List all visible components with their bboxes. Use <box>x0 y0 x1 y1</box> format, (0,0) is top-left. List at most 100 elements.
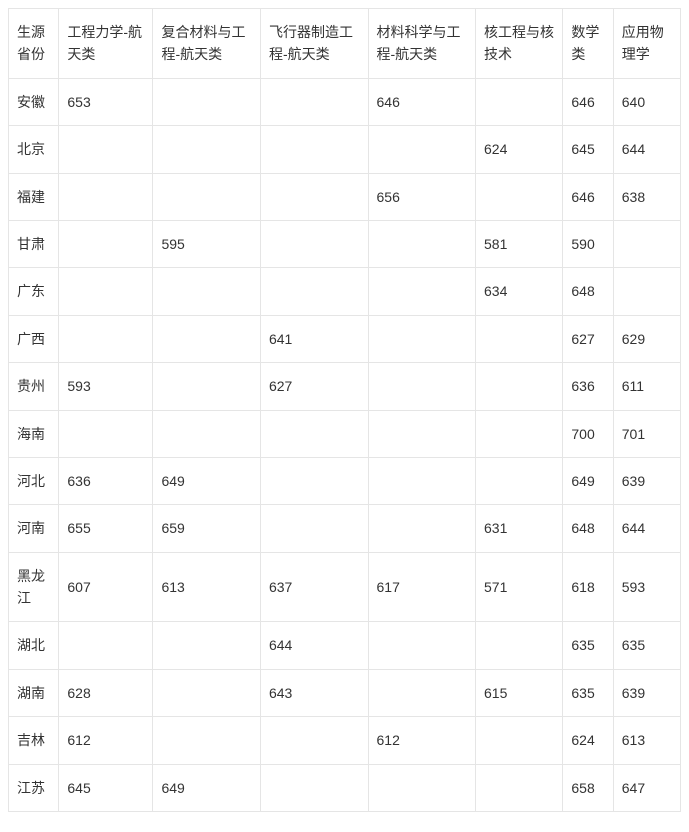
cell-value: 611 <box>613 363 680 410</box>
cell-value <box>153 173 261 220</box>
cell-value: 639 <box>613 457 680 504</box>
cell-province: 海南 <box>9 410 59 457</box>
table-row: 湖北644635635 <box>9 622 681 669</box>
col-header-province: 生源省份 <box>9 9 59 79</box>
cell-province: 甘肃 <box>9 220 59 267</box>
cell-value: 649 <box>153 457 261 504</box>
cell-value <box>260 764 368 811</box>
col-header-4: 材料科学与工程-航天类 <box>368 9 476 79</box>
cell-value: 645 <box>59 764 153 811</box>
cell-value: 636 <box>563 363 613 410</box>
cell-province: 江苏 <box>9 764 59 811</box>
cell-value: 640 <box>613 78 680 125</box>
table-row: 吉林612612624613 <box>9 717 681 764</box>
cell-value <box>476 457 563 504</box>
cell-province: 贵州 <box>9 363 59 410</box>
cell-value: 618 <box>563 552 613 622</box>
cell-value <box>368 622 476 669</box>
cell-value <box>153 717 261 764</box>
cell-value <box>153 126 261 173</box>
cell-value: 656 <box>368 173 476 220</box>
cell-value: 613 <box>153 552 261 622</box>
cell-value <box>368 764 476 811</box>
cell-value <box>153 622 261 669</box>
cell-value <box>59 268 153 315</box>
cell-value <box>476 622 563 669</box>
cell-province: 广东 <box>9 268 59 315</box>
cell-value: 647 <box>613 764 680 811</box>
cell-value <box>613 220 680 267</box>
table-row: 安徽653646646640 <box>9 78 681 125</box>
cell-value <box>476 173 563 220</box>
cell-value <box>368 363 476 410</box>
cell-value: 612 <box>59 717 153 764</box>
cell-value <box>368 126 476 173</box>
cell-value <box>476 717 563 764</box>
cell-value <box>260 717 368 764</box>
cell-value <box>153 410 261 457</box>
cell-province: 黑龙江 <box>9 552 59 622</box>
cell-value <box>368 268 476 315</box>
cell-value <box>260 505 368 552</box>
col-header-7: 应用物理学 <box>613 9 680 79</box>
cell-province: 福建 <box>9 173 59 220</box>
cell-value: 644 <box>260 622 368 669</box>
cell-value <box>260 268 368 315</box>
cell-value <box>476 315 563 362</box>
cell-value <box>368 505 476 552</box>
cell-value: 627 <box>563 315 613 362</box>
cell-value: 649 <box>153 764 261 811</box>
cell-value: 639 <box>613 669 680 716</box>
cell-value: 613 <box>613 717 680 764</box>
cell-value <box>368 457 476 504</box>
cell-value <box>476 78 563 125</box>
cell-value: 631 <box>476 505 563 552</box>
cell-province: 湖南 <box>9 669 59 716</box>
cell-value: 637 <box>260 552 368 622</box>
cell-value: 635 <box>563 622 613 669</box>
table-row: 广东634648 <box>9 268 681 315</box>
cell-value: 593 <box>613 552 680 622</box>
table-row: 黑龙江607613637617571618593 <box>9 552 681 622</box>
cell-value <box>59 220 153 267</box>
cell-province: 广西 <box>9 315 59 362</box>
cell-value: 629 <box>613 315 680 362</box>
cell-value: 638 <box>613 173 680 220</box>
cell-value: 644 <box>613 126 680 173</box>
score-table: 生源省份 工程力学-航天类 复合材料与工程-航天类 飞行器制造工程-航天类 材料… <box>8 8 681 812</box>
cell-value: 701 <box>613 410 680 457</box>
cell-value: 624 <box>476 126 563 173</box>
cell-value: 627 <box>260 363 368 410</box>
cell-value: 590 <box>563 220 613 267</box>
cell-value: 649 <box>563 457 613 504</box>
cell-value: 624 <box>563 717 613 764</box>
table-row: 北京624645644 <box>9 126 681 173</box>
cell-province: 湖北 <box>9 622 59 669</box>
cell-value: 655 <box>59 505 153 552</box>
cell-value: 636 <box>59 457 153 504</box>
cell-value <box>153 315 261 362</box>
cell-value: 607 <box>59 552 153 622</box>
cell-province: 吉林 <box>9 717 59 764</box>
cell-value: 635 <box>563 669 613 716</box>
cell-value <box>476 410 563 457</box>
cell-value <box>153 363 261 410</box>
cell-value: 644 <box>613 505 680 552</box>
cell-value <box>476 764 563 811</box>
col-header-5: 核工程与核技术 <box>476 9 563 79</box>
cell-value <box>368 220 476 267</box>
table-row: 广西641627629 <box>9 315 681 362</box>
table-row: 贵州593627636611 <box>9 363 681 410</box>
cell-value <box>368 315 476 362</box>
cell-value <box>153 669 261 716</box>
cell-province: 河南 <box>9 505 59 552</box>
cell-province: 河北 <box>9 457 59 504</box>
cell-value: 646 <box>368 78 476 125</box>
cell-value: 615 <box>476 669 563 716</box>
cell-value: 646 <box>563 78 613 125</box>
cell-value: 646 <box>563 173 613 220</box>
cell-value <box>59 126 153 173</box>
cell-value <box>59 315 153 362</box>
cell-value <box>368 410 476 457</box>
cell-province: 北京 <box>9 126 59 173</box>
